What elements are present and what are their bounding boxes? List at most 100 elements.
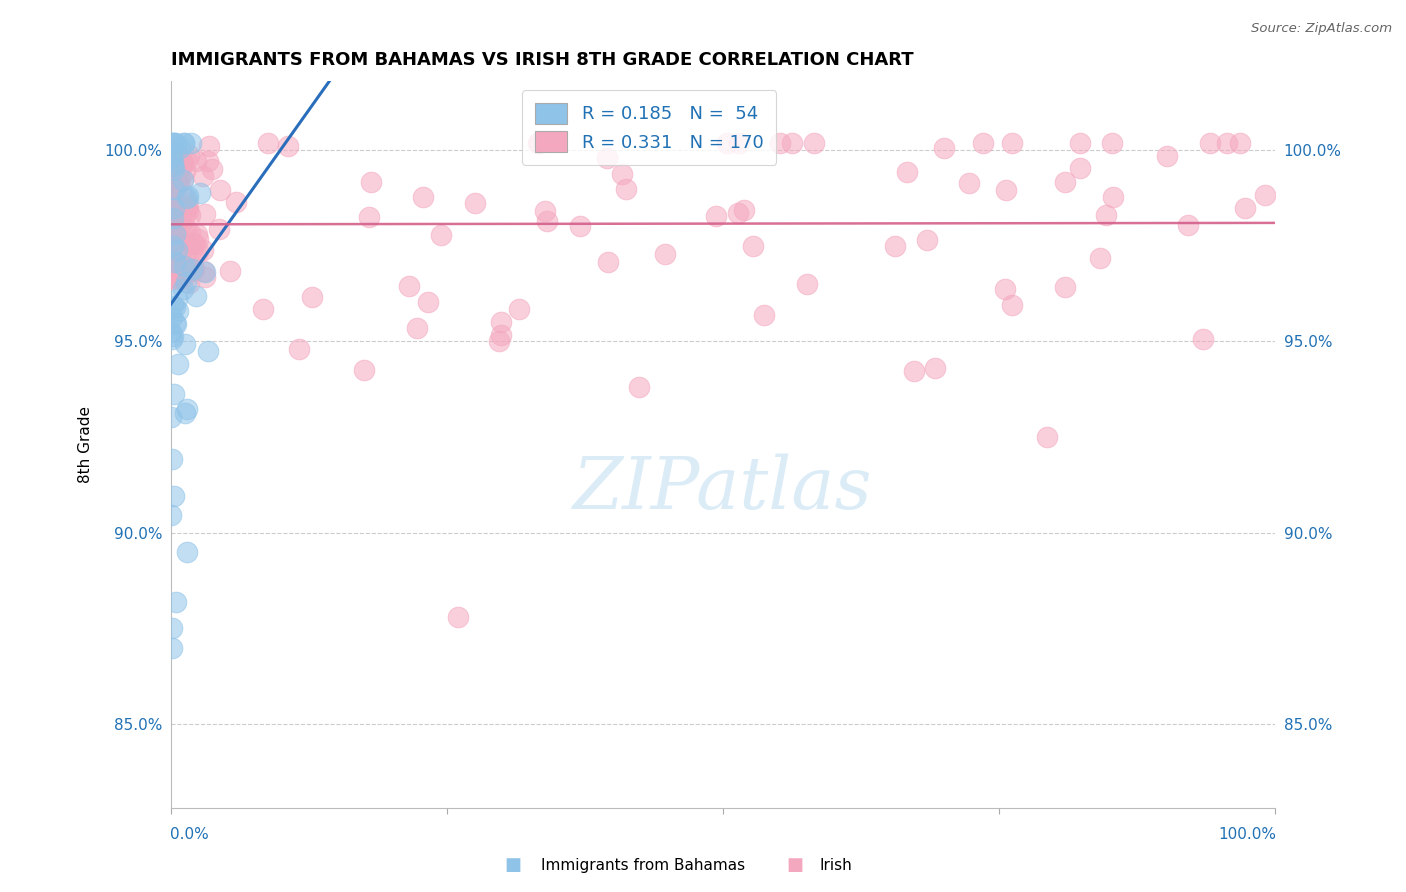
- Point: [1069, 136, 1091, 150]
- Point: [179, 226, 201, 240]
- Point: [162, 272, 184, 286]
- Point: [160, 310, 183, 325]
- Point: [529, 136, 551, 150]
- Point: [489, 328, 512, 343]
- Point: [416, 295, 439, 310]
- Point: [172, 172, 194, 186]
- Legend: R = 0.185   N =  54, R = 0.331   N = 170: R = 0.185 N = 54, R = 0.331 N = 170: [522, 90, 776, 165]
- Point: [160, 332, 183, 346]
- Point: [163, 227, 186, 241]
- Point: [167, 153, 190, 168]
- Point: [166, 235, 188, 250]
- Point: [177, 204, 200, 219]
- Point: [160, 213, 183, 227]
- Point: [464, 196, 486, 211]
- Point: [180, 264, 202, 278]
- Point: [569, 219, 592, 233]
- Point: [1001, 136, 1024, 150]
- Point: [162, 271, 184, 285]
- Text: 0.0%: 0.0%: [170, 828, 208, 842]
- Point: [162, 268, 184, 283]
- Point: [186, 288, 208, 302]
- Point: [162, 147, 184, 161]
- Point: [994, 183, 1017, 197]
- Point: [208, 183, 231, 197]
- Text: ■: ■: [505, 856, 522, 874]
- Point: [160, 151, 183, 165]
- Point: [162, 194, 184, 209]
- Point: [360, 175, 382, 189]
- Point: [172, 270, 194, 285]
- Point: [173, 136, 195, 150]
- Point: [177, 188, 200, 202]
- Point: [184, 237, 207, 252]
- Point: [167, 303, 190, 318]
- Point: [186, 227, 208, 242]
- Point: [169, 269, 191, 284]
- Point: [162, 257, 184, 271]
- Point: [219, 263, 242, 277]
- Point: [174, 276, 197, 290]
- Point: [165, 145, 187, 159]
- Point: [934, 141, 956, 155]
- Point: [742, 239, 765, 253]
- Point: [167, 157, 190, 171]
- Point: [179, 208, 201, 222]
- Point: [162, 154, 184, 169]
- Point: [1053, 175, 1076, 189]
- Point: [398, 279, 420, 293]
- Point: [181, 242, 204, 256]
- Point: [180, 136, 202, 150]
- Point: [163, 201, 186, 215]
- Point: [162, 159, 184, 173]
- Point: [173, 136, 195, 150]
- Point: [704, 209, 727, 223]
- Text: ZIPatlas: ZIPatlas: [574, 453, 873, 524]
- Point: [165, 173, 187, 187]
- Point: [163, 188, 186, 202]
- Point: [172, 157, 194, 171]
- Point: [174, 407, 197, 421]
- Point: [160, 154, 183, 169]
- Point: [754, 308, 776, 322]
- Point: [165, 594, 187, 608]
- Point: [353, 363, 375, 377]
- Point: [614, 182, 637, 196]
- Point: [160, 508, 183, 522]
- Point: [277, 139, 299, 153]
- Point: [160, 141, 183, 155]
- Point: [170, 243, 193, 257]
- Point: [1101, 136, 1123, 150]
- Point: [165, 318, 187, 332]
- Point: [174, 221, 197, 235]
- Point: [172, 282, 194, 296]
- Point: [169, 140, 191, 154]
- Point: [166, 260, 188, 275]
- Text: Irish: Irish: [820, 858, 852, 872]
- Point: [163, 489, 186, 503]
- Point: [176, 545, 198, 559]
- Point: [160, 235, 183, 249]
- Point: [917, 233, 939, 247]
- Point: [176, 200, 198, 214]
- Point: [1233, 201, 1256, 215]
- Point: [180, 262, 202, 277]
- Point: [1069, 161, 1091, 175]
- Point: [357, 210, 380, 224]
- Point: [769, 136, 792, 150]
- Point: [160, 154, 183, 169]
- Point: [163, 136, 186, 150]
- Point: [160, 136, 183, 150]
- Point: [160, 178, 183, 193]
- Point: [170, 259, 193, 273]
- Point: [160, 256, 183, 270]
- Point: [160, 212, 183, 227]
- Point: [162, 299, 184, 313]
- Point: [163, 205, 186, 219]
- Point: [174, 202, 197, 217]
- Point: [508, 302, 530, 317]
- Point: [176, 154, 198, 169]
- Y-axis label: 8th Grade: 8th Grade: [79, 406, 93, 483]
- Point: [1156, 149, 1178, 163]
- Text: IMMIGRANTS FROM BAHAMAS VS IRISH 8TH GRADE CORRELATION CHART: IMMIGRANTS FROM BAHAMAS VS IRISH 8TH GRA…: [170, 51, 914, 69]
